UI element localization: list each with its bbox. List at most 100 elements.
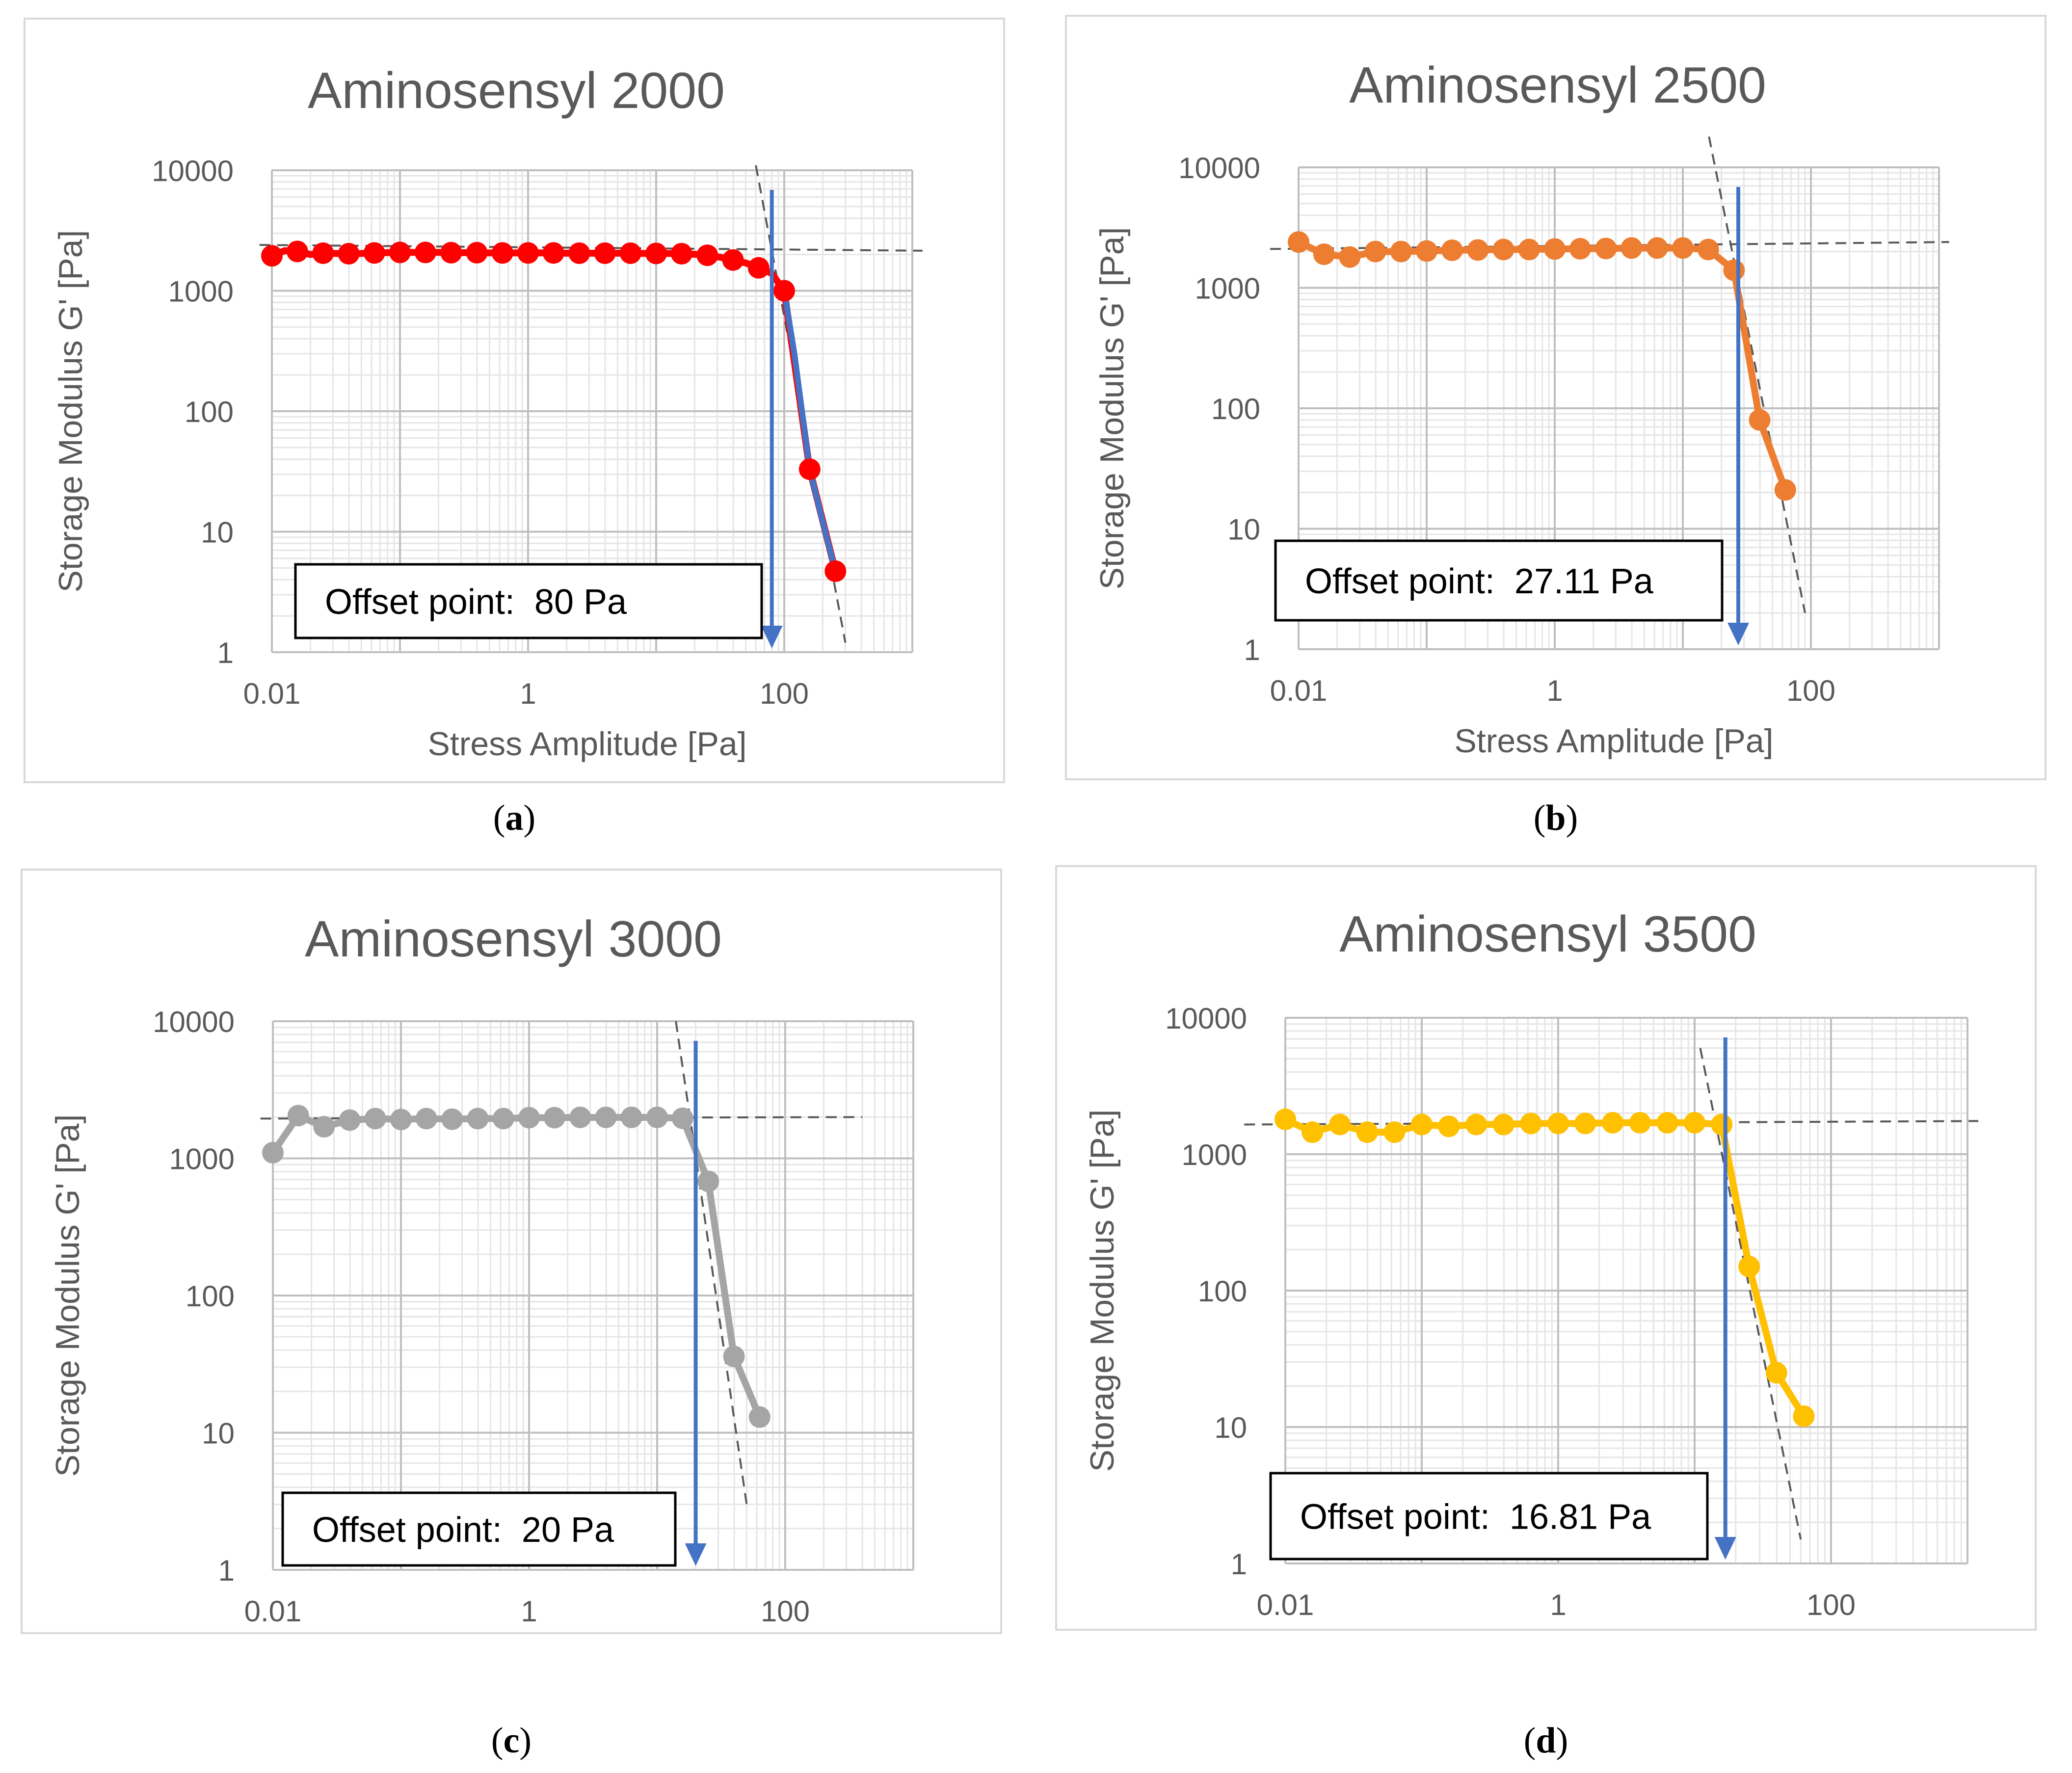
chart-a-title: Aminosensyl 2000 <box>308 62 725 119</box>
caption-a-label: a <box>505 798 524 838</box>
chart-d-offset-arrow-head <box>1714 1537 1736 1560</box>
chart-c-data-point <box>441 1108 463 1130</box>
chart-b-data-point <box>1313 243 1335 265</box>
chart-a-xlabel: Stress Amplitude [Pa] <box>427 725 746 763</box>
chart-a-data-point <box>491 242 513 264</box>
chart-d-data-point <box>1656 1111 1678 1134</box>
chart-b-data-point <box>1441 239 1463 261</box>
chart-b-xlabel: Stress Amplitude [Pa] <box>1454 722 1773 760</box>
chart-b-ytick-label: 1000 <box>1195 272 1260 305</box>
caption-c-label: c <box>503 1720 520 1761</box>
chart-b-data-point <box>1288 231 1309 253</box>
chart-c-xtick-label: 1 <box>521 1595 537 1628</box>
chart-b-ytick-label: 10000 <box>1178 152 1260 185</box>
chart-a-series-line <box>268 247 839 575</box>
chart-d-data-point <box>1793 1405 1815 1427</box>
chart-c-data-point <box>313 1116 335 1138</box>
chart-c-ylabel: Storage Modulus G' [Pa] <box>49 1114 86 1477</box>
chart-a-data-point <box>286 240 308 263</box>
chart-a-data-point <box>542 242 564 264</box>
chart-d-data-point <box>1547 1112 1569 1135</box>
chart-svg-c: Aminosensyl 3000 1 10 100 1000 10000 0.01 1 100 S… <box>49 911 914 1628</box>
chart-c-ytick-label: 1000 <box>169 1143 235 1176</box>
chart-a-data-point <box>466 241 488 264</box>
chart-c-ytick-label: 10000 <box>153 1006 235 1038</box>
chart-b-xtick-label: 0.01 <box>1270 674 1328 707</box>
chart-c-offset-arrow-head <box>685 1543 707 1566</box>
chart-d-xtick-label: 100 <box>1806 1588 1856 1621</box>
chart-b-data-point <box>1595 238 1617 260</box>
chart-a-xtick-label: 1 <box>520 677 536 710</box>
chart-a-xtick-label: 0.01 <box>243 677 301 710</box>
chart-d-data-point <box>1356 1121 1378 1143</box>
chart-c-data-point <box>492 1108 514 1130</box>
chart-a-data-point <box>696 244 718 266</box>
chart-d-annotation-box <box>1269 1472 1709 1561</box>
chart-a-annotation-text: Offset point: 80 Pa <box>325 582 627 622</box>
chart-c-data-point <box>671 1107 693 1129</box>
chart-b-data-point <box>1646 237 1668 259</box>
chart-panel-b: Aminosensyl 2500 1 10 100 1000 10000 0.01 1 100 S… <box>1065 15 2046 780</box>
chart-b-data-point <box>1467 239 1489 261</box>
chart-b-ytick-label: 100 <box>1211 393 1260 425</box>
chart-svg-b: Aminosensyl 2500 1 10 100 1000 10000 0.01 1 100 S… <box>1093 57 1949 760</box>
chart-a-data-point <box>773 280 795 302</box>
chart-b-data-point <box>1390 240 1412 263</box>
chart-b-ylabel: Storage Modulus G' [Pa] <box>1093 227 1131 590</box>
chart-b-data-point <box>1364 240 1386 263</box>
chart-a-data-point <box>594 242 616 264</box>
chart-b-data-point <box>1723 259 1745 281</box>
chart-d-data-point <box>1411 1113 1433 1136</box>
chart-c-ytick-label: 100 <box>186 1280 235 1313</box>
chart-d-data-point <box>1492 1113 1514 1136</box>
chart-a-data-point <box>619 242 641 264</box>
chart-a-ytick-label: 10000 <box>152 155 234 187</box>
chart-a-data-point <box>747 257 770 279</box>
caption-a: (a) <box>493 798 536 838</box>
chart-c-data-point <box>339 1109 361 1131</box>
chart-b-data-point <box>1620 237 1643 259</box>
chart-a-ytick-label: 10 <box>201 516 234 549</box>
chart-c-annotation-text: Offset point: 20 Pa <box>312 1510 614 1550</box>
chart-a-ytick-label: 1 <box>217 636 234 669</box>
chart-c-xtick-label: 0.01 <box>244 1595 302 1628</box>
chart-b-annotation-box <box>1274 539 1724 622</box>
caption-b: (b) <box>1533 798 1578 838</box>
caption-d-label: d <box>1536 1720 1556 1761</box>
chart-d-tangents <box>1244 1048 1979 1540</box>
chart-b-annotation-text: Offset point: 27.11 Pa <box>1305 562 1654 601</box>
chart-d-data-point <box>1711 1113 1733 1136</box>
chart-b-data-point <box>1544 238 1566 260</box>
chart-b-data-point <box>1518 238 1540 261</box>
chart-a-data-point <box>568 242 590 264</box>
chart-a-data-point <box>440 241 462 264</box>
chart-b-data-point <box>1339 246 1361 268</box>
chart-c-data-point <box>595 1106 617 1128</box>
chart-d-xtick-label: 1 <box>1550 1588 1566 1621</box>
chart-a-offset-arrow-head <box>761 626 783 648</box>
chart-svg-d: Aminosensyl 3500 1 10 100 1000 10000 0.01 1 100 S… <box>1084 906 1979 1621</box>
chart-d-grid <box>1284 1017 1968 1564</box>
chart-a-ytick-label: 1000 <box>168 275 234 308</box>
chart-a-data-point <box>261 245 283 267</box>
chart-c-data-point <box>748 1406 770 1428</box>
chart-c-data-point <box>390 1109 412 1131</box>
chart-c-ytick-label: 10 <box>202 1417 235 1450</box>
chart-b-data-point <box>1697 238 1719 261</box>
chart-c-data-point <box>723 1346 745 1368</box>
chart-d-data-point <box>1302 1121 1324 1143</box>
chart-c-data-point <box>697 1170 719 1192</box>
chart-a-data-point <box>517 242 539 264</box>
chart-a-annotation-box <box>294 563 763 639</box>
chart-a-data-point <box>722 249 744 271</box>
chart-panel-d: Aminosensyl 3500 1 10 100 1000 10000 0.01 1 100 S… <box>1055 865 2037 1631</box>
chart-c-data-point <box>518 1107 540 1129</box>
chart-d-data-point <box>1629 1111 1651 1134</box>
chart-a-data-point <box>389 241 411 264</box>
chart-b-title: Aminosensyl 2500 <box>1349 57 1766 114</box>
chart-c-data-point <box>364 1108 386 1130</box>
chart-b-xtick-label: 1 <box>1546 674 1563 707</box>
chart-b-data-point <box>1749 409 1771 431</box>
chart-panel-a: Aminosensyl 2000 1 10 100 1000 10000 0.01 1 100 S… <box>24 18 1005 783</box>
chart-d-data-point <box>1574 1112 1596 1135</box>
